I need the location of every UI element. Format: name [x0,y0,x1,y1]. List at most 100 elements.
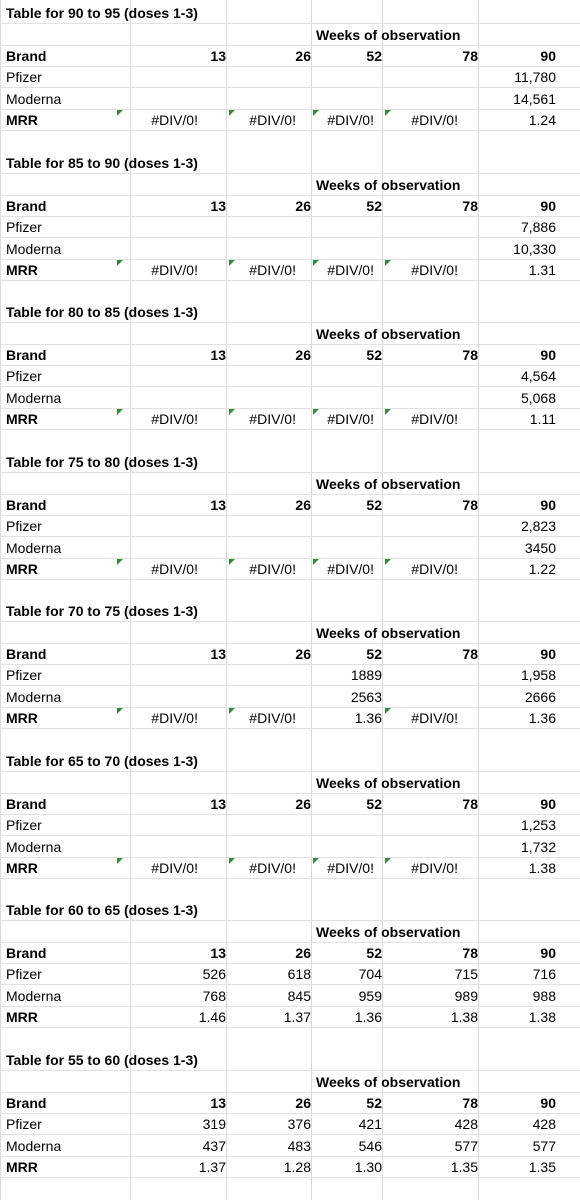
mrr-value-cell[interactable]: 1.46 [198,1009,226,1025]
week-header-26[interactable]: 26 [295,48,311,64]
brand-header[interactable]: Brand [6,496,47,513]
week-header-13[interactable]: 13 [210,496,226,513]
pfizer-value-cell[interactable] [382,217,478,238]
pfizer-value-cell[interactable] [382,366,478,387]
moderna-label[interactable]: Moderna [6,539,62,556]
moderna-value-cell[interactable]: 2666 [524,689,556,705]
pfizer-value-cell[interactable] [226,217,311,238]
mrr-error-cell[interactable]: #DIV/0! [327,112,374,128]
pfizer-value-cell[interactable]: 1,958 [520,667,556,683]
error-indicator-icon[interactable] [313,110,319,116]
mrr-error-cell[interactable]: #DIV/0! [151,112,198,128]
error-indicator-icon[interactable] [313,857,319,864]
moderna-label[interactable]: Moderna [6,91,62,107]
moderna-value-cell[interactable] [130,837,226,858]
moderna-value-cell[interactable] [130,239,226,260]
mrr-error-cell[interactable]: #DIV/0! [249,411,296,427]
table-title[interactable]: Table for 75 to 80 (doses 1-3) [6,453,198,470]
pfizer-value-cell[interactable] [382,67,478,88]
weeks-of-observation-label[interactable]: Weeks of observation [316,774,461,791]
week-header-90[interactable]: 90 [540,945,556,961]
table-title[interactable]: Table for 80 to 85 (doses 1-3) [6,304,198,320]
error-indicator-icon[interactable] [117,708,123,714]
pfizer-label[interactable]: Pfizer [6,69,42,85]
weeks-of-observation-label[interactable]: Weeks of observation [316,1073,461,1090]
week-header-78[interactable]: 78 [462,48,478,64]
error-indicator-icon[interactable] [229,857,235,864]
week-header-78[interactable]: 78 [462,945,478,961]
error-indicator-icon[interactable] [229,110,235,116]
moderna-value-cell[interactable] [382,239,478,260]
week-header-78[interactable]: 78 [462,646,478,662]
moderna-value-cell[interactable]: 845 [287,988,311,1004]
mrr-value-cell[interactable]: 1.38 [528,859,556,876]
mrr-value-cell[interactable]: 1.36 [528,710,556,726]
mrr-value-cell[interactable]: 1.31 [528,261,556,278]
brand-header[interactable]: Brand [6,197,47,214]
error-indicator-icon[interactable] [385,558,391,565]
table-title[interactable]: Table for 70 to 75 (doses 1-3) [6,603,198,619]
moderna-value-cell[interactable] [226,239,311,260]
moderna-value-cell[interactable] [382,388,478,409]
error-indicator-icon[interactable] [313,259,319,266]
mrr-value-cell[interactable]: 1.22 [528,560,556,577]
error-indicator-icon[interactable] [117,409,123,415]
mrr-label[interactable]: MRR [6,1158,38,1175]
week-header-52[interactable]: 52 [366,945,382,961]
moderna-value-cell[interactable] [382,837,478,858]
pfizer-value-cell[interactable] [130,815,226,836]
brand-header[interactable]: Brand [6,795,47,812]
error-indicator-icon[interactable] [385,708,391,714]
moderna-value-cell[interactable] [311,538,382,559]
mrr-error-cell[interactable]: #DIV/0! [249,859,296,876]
mrr-error-cell[interactable]: #DIV/0! [151,261,198,278]
mrr-label[interactable]: MRR [6,1009,38,1025]
week-header-52[interactable]: 52 [366,197,382,214]
weeks-of-observation-label[interactable]: Weeks of observation [316,27,461,43]
error-indicator-icon[interactable] [229,259,235,266]
mrr-label[interactable]: MRR [6,859,38,876]
error-indicator-icon[interactable] [385,857,391,864]
week-header-52[interactable]: 52 [366,496,382,513]
week-header-26[interactable]: 26 [295,347,311,363]
mrr-value-cell[interactable]: 1.28 [283,1158,311,1175]
weeks-of-observation-label[interactable]: Weeks of observation [316,326,461,342]
week-header-52[interactable]: 52 [366,646,382,662]
pfizer-value-cell[interactable]: 2,823 [520,517,556,534]
moderna-label[interactable]: Moderna [6,689,62,705]
moderna-value-cell[interactable] [130,89,226,110]
pfizer-value-cell[interactable] [130,665,226,686]
pfizer-value-cell[interactable] [382,665,478,686]
pfizer-label[interactable]: Pfizer [6,368,42,384]
week-header-13[interactable]: 13 [210,197,226,214]
week-header-90[interactable]: 90 [540,1094,556,1111]
mrr-error-cell[interactable]: #DIV/0! [411,261,458,278]
moderna-value-cell[interactable]: 988 [532,988,556,1004]
pfizer-value-cell[interactable] [226,516,311,537]
week-header-90[interactable]: 90 [540,197,556,214]
weeks-of-observation-label[interactable]: Weeks of observation [316,924,461,940]
pfizer-value-cell[interactable] [311,366,382,387]
week-header-90[interactable]: 90 [540,496,556,513]
error-indicator-icon[interactable] [117,110,123,116]
mrr-error-cell[interactable]: #DIV/0! [249,112,296,128]
weeks-of-observation-label[interactable]: Weeks of observation [316,176,461,193]
moderna-value-cell[interactable] [130,687,226,708]
mrr-value-cell[interactable]: 1.24 [528,112,556,128]
brand-header[interactable]: Brand [6,1094,47,1111]
week-header-78[interactable]: 78 [462,496,478,513]
error-indicator-icon[interactable] [229,409,235,415]
brand-header[interactable]: Brand [6,48,47,64]
week-header-26[interactable]: 26 [295,1094,311,1111]
week-header-13[interactable]: 13 [210,646,226,662]
mrr-error-cell[interactable]: #DIV/0! [151,710,198,726]
moderna-value-cell[interactable] [311,837,382,858]
pfizer-value-cell[interactable]: 421 [358,1115,382,1132]
pfizer-value-cell[interactable] [130,366,226,387]
pfizer-value-cell[interactable] [226,366,311,387]
week-header-13[interactable]: 13 [210,347,226,363]
moderna-value-cell[interactable]: 989 [454,988,478,1004]
brand-header[interactable]: Brand [6,646,47,662]
moderna-value-cell[interactable]: 5,068 [520,390,556,406]
week-header-13[interactable]: 13 [210,795,226,812]
